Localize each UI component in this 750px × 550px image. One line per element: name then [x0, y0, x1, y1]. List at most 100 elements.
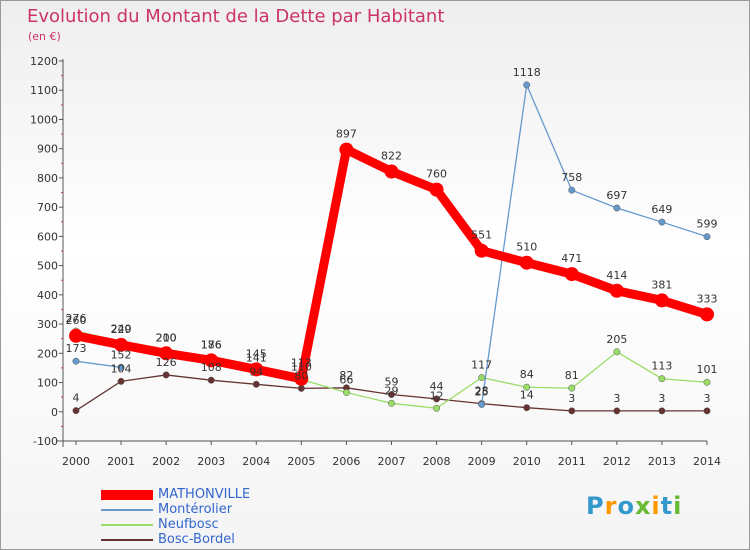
- y-tick-label: 1100: [30, 84, 58, 97]
- y-tick-label: 900: [37, 143, 58, 156]
- data-point-mathonville: [700, 307, 714, 322]
- data-label-mathonville: 381: [651, 278, 672, 291]
- data-label-neufbosc: 12: [430, 389, 444, 402]
- data-label-bosc-bordel: 108: [201, 361, 222, 374]
- data-point-bosc-bordel: [568, 407, 576, 415]
- x-tick-label: 2003: [197, 455, 225, 468]
- data-label-neufbosc: 81: [565, 369, 579, 382]
- data-label-neufbosc: 29: [385, 384, 399, 397]
- data-point-neufbosc: [388, 399, 395, 407]
- data-label-mont-rolier: 152: [111, 348, 132, 361]
- data-label-bosc-bordel: 94: [249, 365, 263, 378]
- data-point-neufbosc: [342, 389, 350, 396]
- data-point-bosc-bordel: [658, 407, 666, 415]
- data-point-mathonville: [204, 353, 219, 368]
- data-label-neufbosc: 110: [291, 361, 312, 374]
- data-point-mathonville: [384, 164, 399, 179]
- data-label-bosc-bordel: 3: [613, 392, 620, 405]
- x-tick-label: 2001: [107, 455, 135, 468]
- data-label-bosc-bordel: 82: [339, 369, 353, 382]
- data-label-mont-rolier: 697: [606, 189, 627, 202]
- data-point-bosc-bordel: [388, 391, 395, 398]
- x-tick-label: 2000: [62, 455, 90, 468]
- data-point-mathonville: [564, 267, 579, 282]
- data-point-mathonville: [654, 293, 669, 308]
- data-point-bosc-bordel: [523, 404, 531, 412]
- y-tick-label: 100: [37, 377, 58, 390]
- legend-swatch-neufbosc: [101, 524, 153, 526]
- data-point-neufbosc: [568, 384, 576, 392]
- data-label-neufbosc: 84: [520, 368, 534, 381]
- data-label-mathonville: 760: [426, 168, 447, 181]
- data-label-neufbosc: 205: [606, 333, 627, 346]
- x-tick-label: 2008: [423, 455, 451, 468]
- data-point-neufbosc: [703, 378, 711, 386]
- data-label-neufbosc: 117: [471, 359, 492, 372]
- legend-label-mathonville: MATHONVILLE: [158, 487, 251, 502]
- data-point-mathonville: [249, 362, 264, 377]
- data-point-mont-rolier: [117, 363, 125, 371]
- data-label-bosc-bordel: 59: [385, 376, 399, 389]
- data-label-mathonville: 333: [697, 292, 718, 305]
- series-line-mont-rolier: [480, 84, 708, 406]
- data-point-mont-rolier: [613, 204, 621, 212]
- data-label-mathonville: 176: [201, 338, 222, 351]
- series-line-mont-rolier: [75, 360, 122, 368]
- x-tick-label: 2007: [378, 455, 406, 468]
- data-label-neufbosc: 66: [339, 373, 353, 386]
- proxiti-logo: Proxiti: [586, 492, 683, 520]
- data-point-mont-rolier: [658, 218, 666, 226]
- y-tick-label: 300: [37, 318, 58, 331]
- data-point-mont-rolier: [568, 186, 576, 194]
- x-tick-label: 2002: [152, 455, 180, 468]
- data-point-mathonville: [69, 328, 83, 343]
- data-label-bosc-bordel: 3: [568, 392, 575, 405]
- data-point-mathonville: [114, 337, 129, 352]
- data-label-bosc-bordel: 3: [704, 392, 711, 405]
- data-point-neufbosc: [613, 348, 621, 356]
- data-label-bosc-bordel: 14: [520, 389, 534, 402]
- data-point-mathonville: [609, 283, 624, 298]
- data-label-mathonville: 551: [471, 229, 492, 242]
- data-point-bosc-bordel: [162, 371, 170, 379]
- y-tick-label: 200: [37, 347, 58, 360]
- y-tick-label: 400: [37, 289, 58, 302]
- data-point-mont-rolier: [703, 233, 711, 241]
- y-tick-label: -100: [33, 435, 58, 448]
- x-tick-label: 2013: [648, 455, 676, 468]
- legend-swatch-mathonville: [101, 490, 153, 500]
- data-point-mathonville: [519, 255, 534, 270]
- x-tick-label: 2010: [513, 455, 541, 468]
- data-label-bosc-bordel: 3: [658, 392, 665, 405]
- legend-label-neufbosc: Neufbosc: [158, 517, 219, 532]
- x-tick-label: 2014: [693, 455, 721, 468]
- chart-subtitle: (en €): [28, 30, 61, 43]
- data-point-bosc-bordel: [703, 407, 711, 415]
- data-label-bosc-bordel: 44: [430, 380, 444, 393]
- data-point-mont-rolier: [72, 357, 80, 365]
- data-point-bosc-bordel: [433, 395, 441, 403]
- data-label-mont-rolier: 758: [561, 171, 582, 184]
- data-label-bosc-bordel: 28: [475, 385, 489, 398]
- data-label-neufbosc: 276: [66, 312, 87, 325]
- data-label-mathonville: 260: [66, 314, 87, 327]
- legend-label-monterolier: Montérolier: [158, 502, 233, 517]
- data-label-mathonville: 229: [111, 323, 132, 336]
- data-point-mont-rolier: [523, 81, 531, 89]
- y-tick-label: 0: [51, 406, 58, 419]
- data-point-bosc-bordel: [297, 384, 305, 392]
- data-label-bosc-bordel: 126: [156, 356, 177, 369]
- data-point-bosc-bordel: [613, 407, 621, 415]
- data-label-mont-rolier: 173: [66, 342, 87, 355]
- data-label-neufbosc: 141: [246, 352, 267, 365]
- y-tick-label: 800: [37, 172, 58, 185]
- x-tick-label: 2012: [603, 455, 631, 468]
- x-tick-label: 2011: [558, 455, 586, 468]
- data-point-bosc-bordel: [72, 407, 80, 415]
- data-label-neufbosc: 101: [697, 363, 718, 376]
- data-point-neufbosc: [478, 374, 486, 382]
- data-point-bosc-bordel: [252, 380, 260, 388]
- data-label-neufbosc: 240: [111, 323, 132, 336]
- data-point-neufbosc: [523, 383, 531, 391]
